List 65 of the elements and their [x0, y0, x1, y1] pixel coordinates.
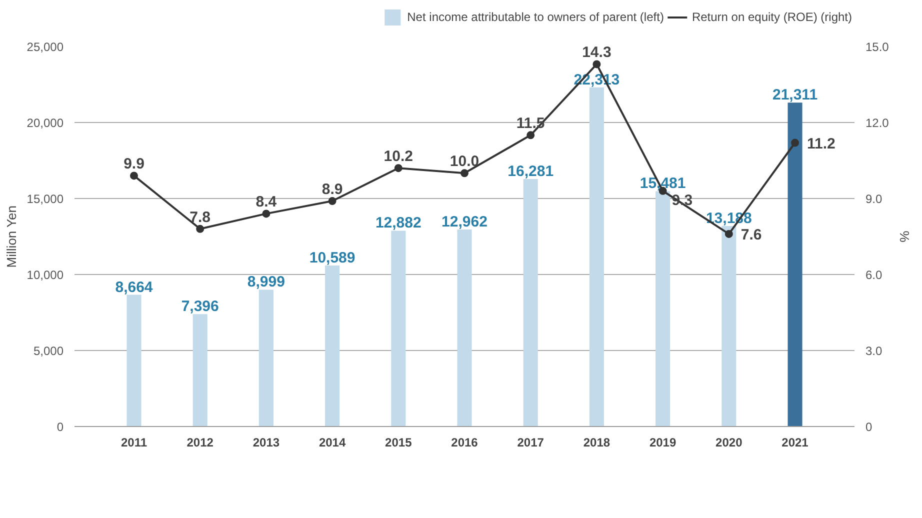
y-tick-label: 20,000: [26, 116, 64, 130]
y-tick-label: 10,000: [26, 268, 64, 282]
data-label: 7.6: [740, 226, 762, 244]
y2-tick-label: 12.0: [866, 116, 890, 130]
bar: [258, 290, 274, 426]
bar: [656, 191, 670, 426]
x-tick-label: 2021: [782, 436, 809, 450]
point: [262, 210, 270, 218]
x-tick-label: 2011: [120, 436, 148, 450]
data-label: 16,281: [508, 163, 554, 180]
data-label: 10.2: [384, 148, 414, 166]
y2-tick-label: 6.0: [866, 268, 883, 282]
data-label: 12,882: [375, 214, 422, 232]
data-label: 8,664: [115, 278, 154, 296]
x-tick-label: 2017: [517, 436, 544, 450]
y2-tick-label: 3.0: [866, 344, 883, 358]
y-axis-title: Million Yen: [4, 206, 19, 268]
x-tick-label: 2020: [716, 436, 743, 450]
y2-axis-title: %: [896, 230, 912, 243]
x-tick-label: 2019: [649, 436, 676, 450]
bar: [589, 87, 604, 426]
data-label: 14.3: [582, 44, 612, 62]
y2-tick-label: 0: [866, 420, 872, 434]
bar: [457, 229, 472, 426]
bar: [325, 266, 340, 426]
point: [592, 60, 601, 68]
data-label: 9.9: [124, 156, 144, 173]
data-label: 7,396: [181, 298, 219, 316]
y-tick-label: 25,000: [26, 40, 64, 54]
legend-label: Net income attributable to owners of parent (left): [407, 10, 664, 24]
bar: [391, 230, 406, 426]
point: [196, 224, 204, 233]
point: [328, 197, 336, 206]
x-tick-label: 2013: [252, 436, 280, 450]
data-label: 10,589: [309, 250, 356, 267]
data-label: 21,311: [772, 86, 818, 104]
x-tick-label: 2016: [451, 436, 478, 450]
data-label: 8,999: [247, 274, 285, 291]
x-tick-label: 2015: [385, 436, 412, 450]
data-label: 10.0: [450, 153, 480, 170]
y2-tick-label: 15.0: [866, 40, 890, 54]
data-label: 8.4: [256, 194, 278, 211]
y-tick-label: 0: [56, 420, 64, 434]
bar: [523, 179, 538, 426]
bar: [192, 314, 208, 426]
legend-label: Return on equity (ROE) (right): [692, 10, 852, 24]
x-tick-label: 2012: [186, 436, 214, 450]
point: [724, 230, 733, 238]
y2-tick-label: 9.0: [866, 192, 883, 206]
x-tick-label: 2018: [583, 436, 610, 450]
data-label: 8.9: [322, 181, 343, 198]
point: [791, 138, 800, 147]
point: [130, 172, 138, 180]
y-tick-label: 15,000: [26, 192, 64, 206]
point: [460, 169, 468, 178]
y-tick-label: 5,000: [33, 344, 64, 358]
data-label: 12,962: [442, 213, 488, 230]
x-tick-label: 2014: [318, 436, 346, 450]
data-label: 11.2: [807, 135, 836, 152]
bar: [788, 102, 802, 426]
data-label: 7.8: [190, 208, 211, 226]
bar: [722, 226, 736, 426]
bar: [126, 294, 142, 426]
point: [526, 131, 535, 140]
point: [394, 164, 402, 172]
